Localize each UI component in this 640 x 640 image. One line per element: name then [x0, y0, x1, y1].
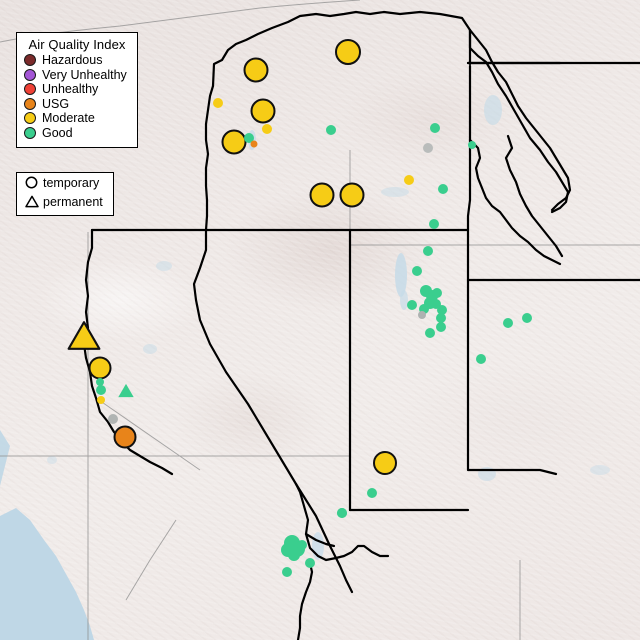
map-marker-good-temporary[interactable]	[430, 123, 440, 133]
legend-item-very-unhealthy: Very Unhealthy	[24, 68, 137, 83]
map-marker-good-temporary[interactable]	[522, 313, 532, 323]
map-marker-moderate-temporary[interactable]	[404, 175, 414, 185]
map-marker-moderate-temporary[interactable]	[262, 124, 272, 134]
legend-label: Unhealthy	[42, 82, 99, 97]
map-marker-moderate-temporary[interactable]	[339, 182, 365, 208]
map-marker-good-temporary[interactable]	[96, 378, 104, 386]
map-marker-moderate-temporary[interactable]	[97, 396, 105, 404]
map-marker-moderate-temporary[interactable]	[250, 98, 276, 124]
map-marker-good-temporary[interactable]	[282, 567, 292, 577]
legend-title: Air Quality Index	[28, 37, 126, 52]
legend-swatch-icon	[24, 112, 36, 125]
legend-item-temporary: temporary	[17, 173, 113, 192]
map-marker-good-temporary[interactable]	[476, 354, 486, 364]
legend-item-good: Good	[24, 126, 137, 141]
map-marker-moderate-temporary[interactable]	[335, 39, 361, 65]
map-marker-moderate-temporary[interactable]	[373, 451, 397, 475]
map-marker-no-data-temporary[interactable]	[108, 414, 118, 424]
legend-swatch-icon	[24, 126, 36, 139]
legend-label: Very Unhealthy	[42, 67, 127, 82]
map-marker-good-temporary[interactable]	[407, 300, 417, 310]
map-marker-good-temporary[interactable]	[437, 305, 447, 315]
map-marker-no-data-temporary[interactable]	[423, 143, 433, 153]
map-marker-good-temporary[interactable]	[326, 125, 336, 135]
map-marker-good-temporary[interactable]	[431, 299, 441, 309]
legend-item-permanent: permanent	[17, 192, 113, 211]
legend-item-moderate: Moderate	[24, 111, 137, 126]
map-marker-good-temporary[interactable]	[337, 508, 347, 518]
map-marker-usg-temporary[interactable]	[113, 425, 137, 449]
legend-label: Good	[42, 125, 73, 140]
map-marker-moderate-temporary[interactable]	[309, 182, 335, 208]
legend-items: Hazardous Very Unhealthy Unhealthy USG Moder…	[17, 52, 137, 140]
legend-label: USG	[42, 96, 70, 111]
map-marker-moderate-permanent[interactable]	[67, 320, 102, 356]
legend-item-hazardous: Hazardous	[24, 53, 137, 68]
map-marker-good-temporary[interactable]	[305, 558, 315, 568]
legend-monitor-type: temporary permanent	[16, 172, 114, 216]
map-marker-good-temporary[interactable]	[436, 322, 446, 332]
map-marker-moderate-temporary[interactable]	[213, 98, 223, 108]
legend-air-quality-index: Air Quality Index Hazardous Very Unhealth…	[16, 32, 138, 148]
map-marker-good-temporary[interactable]	[436, 313, 446, 323]
legend-item-unhealthy: Unhealthy	[24, 82, 137, 97]
map-marker-good-temporary[interactable]	[432, 288, 442, 298]
map-marker-no-data-temporary[interactable]	[418, 311, 426, 319]
legend-swatch-icon	[24, 54, 36, 67]
map-marker-good-temporary[interactable]	[468, 141, 476, 149]
map-marker-good-temporary[interactable]	[412, 266, 422, 276]
legend-swatch-icon	[24, 83, 36, 96]
map-marker-good-temporary[interactable]	[244, 133, 254, 143]
legend-label-permanent: permanent	[43, 194, 103, 209]
legend-label-temporary: temporary	[43, 175, 100, 190]
map-marker-good-temporary[interactable]	[438, 184, 448, 194]
map-marker-good-temporary[interactable]	[297, 540, 307, 550]
map-marker-good-temporary[interactable]	[96, 385, 106, 395]
map-marker-moderate-temporary[interactable]	[221, 129, 247, 155]
legend-item-usg: USG	[24, 97, 137, 112]
map-marker-good-temporary[interactable]	[503, 318, 513, 328]
triangle-outline-icon	[24, 195, 39, 208]
map-marker-moderate-temporary[interactable]	[243, 57, 269, 83]
map-marker-good-temporary[interactable]	[367, 488, 377, 498]
legend-swatch-icon	[24, 68, 36, 81]
map-marker-good-temporary[interactable]	[288, 549, 300, 561]
map-marker-usg-temporary[interactable]	[250, 140, 258, 148]
map-marker-good-temporary[interactable]	[419, 304, 429, 314]
map-marker-good-permanent[interactable]	[116, 382, 135, 404]
legend-label: Hazardous	[42, 53, 103, 68]
legend-swatch-icon	[24, 97, 36, 110]
map-marker-good-temporary[interactable]	[425, 328, 435, 338]
map-marker-moderate-temporary[interactable]	[88, 356, 112, 380]
map-marker-good-temporary[interactable]	[423, 246, 433, 256]
circle-outline-icon	[24, 176, 39, 189]
legend-label: Moderate	[42, 111, 95, 126]
map-marker-good-temporary[interactable]	[429, 219, 439, 229]
